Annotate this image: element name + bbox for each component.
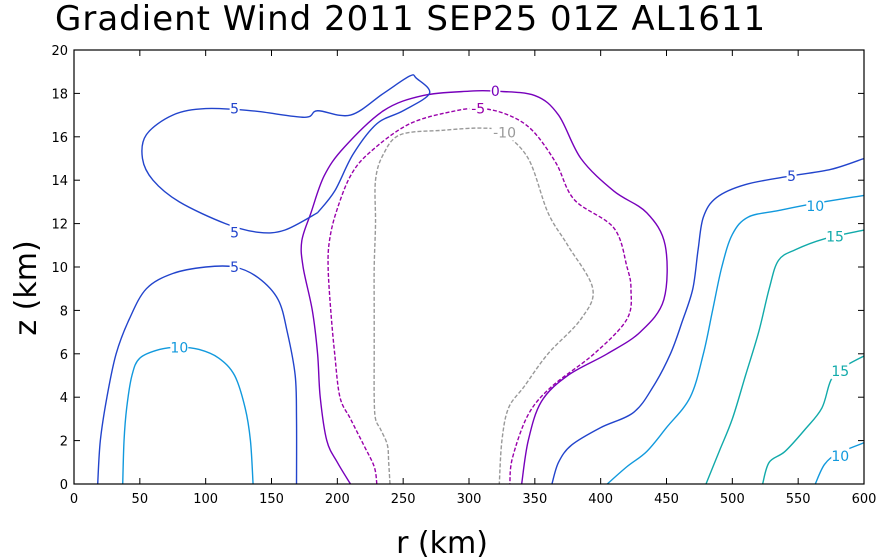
x-tick-label: 50 (132, 492, 149, 507)
x-tick-label: 450 (654, 492, 679, 507)
plot-frame (73, 49, 865, 485)
contour-label-bg (490, 83, 501, 100)
y-tick-label: 18 (51, 87, 68, 102)
y-tick-label: 6 (60, 348, 68, 363)
x-tick-label: 150 (259, 492, 284, 507)
contour-5-lower-dome: 5 (97, 259, 298, 485)
contour-label-bg (469, 100, 488, 117)
contour-label-10-right: 10 (806, 199, 824, 215)
contour-line-5-lower-dome (97, 265, 298, 485)
contour-5-upper-loop: 55 (141, 74, 431, 241)
contour-label-bg (831, 447, 850, 464)
contour-label-5-lower-dome: 5 (230, 260, 239, 276)
contour-label-5-upper-loop: 5 (230, 102, 239, 118)
y-tick-label: 8 (60, 304, 68, 319)
y-axis-label: z (km) (9, 240, 44, 335)
contour-label-10-lower-dome: 10 (170, 340, 188, 356)
contour-label-15-right-lower: 15 (831, 364, 849, 380)
contour--10: -10 (373, 124, 594, 485)
x-tick-label: 500 (720, 492, 745, 507)
chart-title: Gradient Wind 2011 SEP25 01Z AL1611 (55, 0, 766, 39)
y-tick-label: 20 (51, 44, 68, 59)
y-axis: 0 2 4 6 8 10 12 14 16 18 20 (51, 44, 864, 493)
contour-label--5: -5 (471, 102, 485, 118)
y-tick-label: 4 (60, 391, 68, 406)
x-axis-label: r (km) (396, 526, 488, 559)
x-tick-label: 400 (588, 492, 613, 507)
contour-line-5-right (551, 157, 865, 485)
contour-line-10-lower-dome (122, 346, 254, 485)
x-tick-label: 0 (70, 492, 78, 507)
contour-line-0 (300, 89, 668, 485)
contour-label-bg (229, 100, 240, 117)
contour-label-bg (229, 224, 240, 241)
contour-label-bg (826, 228, 845, 245)
y-tick-label: 14 (51, 174, 68, 189)
contour-label-bg (491, 124, 518, 141)
contour-label-bg (786, 167, 797, 184)
contour-10-right: 10 (606, 194, 865, 485)
x-tick-label: 600 (852, 492, 877, 507)
contour-label-bg (229, 259, 240, 275)
x-tick-label: 250 (391, 492, 416, 507)
y-tick-label: 16 (51, 131, 68, 146)
contour-15-right-lower: 15 (761, 355, 865, 485)
contour-label-0: 0 (491, 84, 500, 100)
y-tick-label: 12 (51, 218, 68, 233)
contour-line-10-right-lower (814, 442, 865, 485)
x-tick-label: 550 (786, 492, 811, 507)
contour-label-bg (806, 198, 825, 215)
y-tick-label: 10 (51, 261, 68, 276)
contour--5: -5 (327, 100, 633, 485)
contour-label--10: -10 (493, 125, 516, 141)
contour-10-lower-dome: 10 (122, 339, 254, 485)
x-tick-label: 100 (193, 492, 218, 507)
contour-label-5-right: 5 (787, 169, 796, 185)
contour-5-right: 5 (551, 157, 865, 485)
contour-label-5-upper-loop: 5 (230, 225, 239, 241)
contour-line--10 (373, 127, 594, 485)
x-tick-label: 300 (457, 492, 482, 507)
contour-line-10-right (606, 194, 865, 485)
contour-0: 0 (300, 83, 668, 485)
contour-label-bg (831, 363, 850, 380)
x-tick-label: 200 (325, 492, 350, 507)
y-tick-label: 0 (60, 478, 68, 493)
contour-10-right-lower: 10 (814, 442, 865, 485)
contour-line-15-right (705, 229, 865, 485)
contour-label-15-right: 15 (826, 230, 844, 246)
x-axis: 0 50 100 150 200 250 300 350 400 450 500 550 600 (70, 50, 877, 507)
contour-15-right: 15 (705, 228, 865, 485)
x-tick-label: 350 (522, 492, 547, 507)
contour-label-10-right-lower: 10 (831, 449, 849, 465)
y-tick-label: 2 (60, 435, 68, 450)
contour-label-bg (170, 339, 189, 356)
contour-line-5-upper-loop (141, 74, 431, 234)
